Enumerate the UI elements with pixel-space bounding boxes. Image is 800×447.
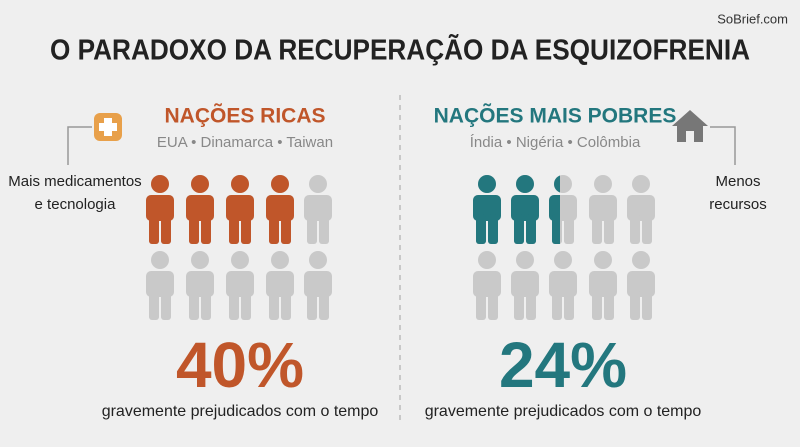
person-icon — [511, 175, 539, 244]
title: O PARADOXO DA RECUPERAÇÃO DA ESQUIZOFREN… — [50, 33, 750, 67]
percentage: 40% — [176, 329, 304, 401]
bracket — [710, 126, 736, 165]
person-icon — [226, 175, 254, 244]
note: e tecnologia — [35, 196, 117, 213]
note: recursos — [709, 196, 767, 213]
person-icon — [186, 175, 214, 244]
medical-icon — [94, 113, 122, 141]
person-icon — [549, 175, 577, 244]
note: Mais medicamentos — [8, 173, 141, 190]
person-icon — [304, 175, 332, 244]
countries: EUA • Dinamarca • Taiwan — [157, 134, 333, 151]
person-icon — [549, 251, 577, 320]
caption: gravemente prejudicados com o tempo — [425, 403, 702, 420]
person-icon — [589, 251, 617, 320]
brand: SoBrief.com — [717, 11, 788, 26]
caption: gravemente prejudicados com o tempo — [102, 403, 379, 420]
person-icon — [627, 251, 655, 320]
bracket — [67, 126, 92, 165]
person-icon — [186, 251, 214, 320]
person-icon — [589, 175, 617, 244]
person-icon — [146, 251, 174, 320]
person-icon — [304, 251, 332, 320]
note: Menos — [715, 173, 760, 190]
person-icon — [473, 251, 501, 320]
panel-heading: NAÇÕES MAIS POBRES — [434, 104, 677, 128]
person-icon — [473, 175, 501, 244]
panel-heading: NAÇÕES RICAS — [164, 104, 325, 128]
person-icon — [146, 175, 174, 244]
person-icon — [511, 251, 539, 320]
person-icon — [266, 175, 294, 244]
person-icon — [266, 251, 294, 320]
house-icon — [672, 110, 708, 142]
person-icon — [627, 175, 655, 244]
percentage: 24% — [499, 329, 627, 401]
person-icon — [226, 251, 254, 320]
countries: Índia • Nigéria • Colômbia — [470, 134, 641, 151]
